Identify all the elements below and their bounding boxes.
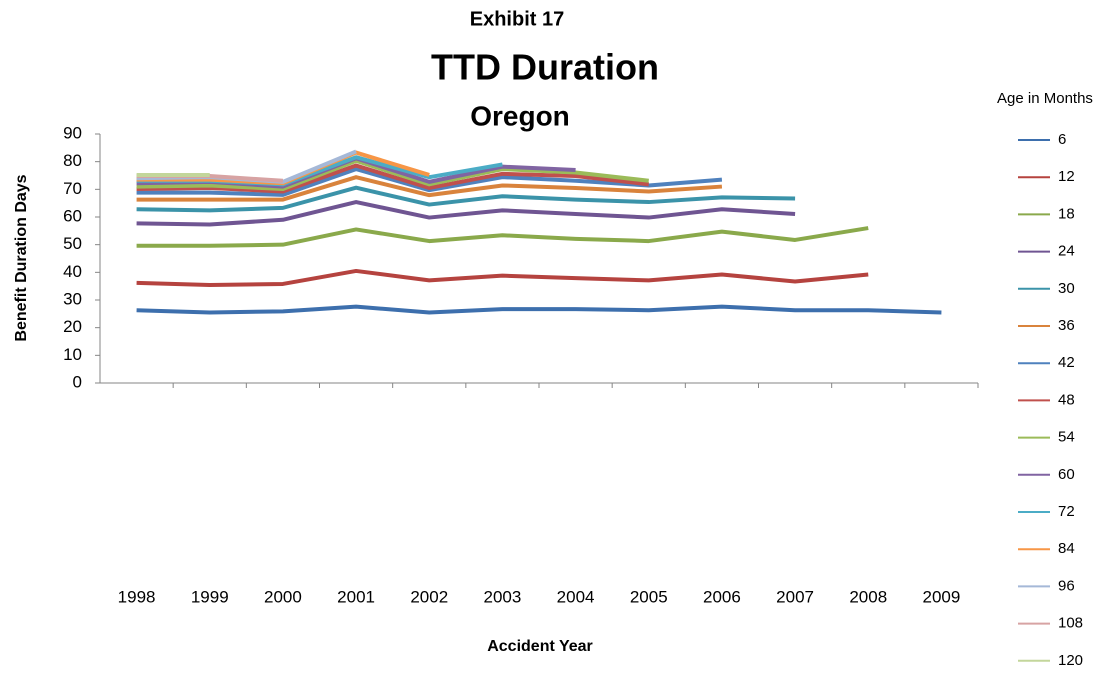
x-tick-label: 2000 (264, 587, 302, 606)
chart-subtitle: TTD Duration (431, 47, 659, 88)
x-tick-label: 2005 (630, 587, 668, 606)
legend: 6 12 18 24 30 36 42 48 54 60 72 84 96 108 120 (1018, 131, 1083, 669)
y-tick-label: 20 (63, 317, 82, 336)
legend-label: 84 (1058, 540, 1075, 557)
data-line (136, 163, 649, 194)
legend-label: 48 (1058, 391, 1075, 408)
x-tick-label: 2008 (849, 587, 887, 606)
x-tick-label: 2006 (703, 587, 741, 606)
data-line (136, 185, 796, 213)
legend-label: 60 (1058, 466, 1075, 483)
legend-label: 54 (1058, 429, 1075, 446)
data-line (136, 167, 723, 197)
legend-label: 6 (1058, 131, 1066, 148)
data-line (136, 158, 649, 192)
y-axis-title: Benefit Duration Days (13, 174, 30, 341)
x-tick-label: 2001 (337, 587, 375, 606)
x-tick-label: 2009 (923, 587, 961, 606)
x-tick-label: 2002 (410, 587, 448, 606)
data-line (136, 175, 723, 202)
chart-region: Oregon (470, 100, 570, 131)
y-tick-label: 60 (63, 206, 82, 225)
chart-title: Exhibit 17 (470, 8, 564, 30)
y-tick-label: 70 (63, 179, 82, 198)
data-line (136, 268, 869, 288)
data-line (136, 226, 869, 248)
legend-label: 12 (1058, 168, 1075, 185)
y-tick-label: 90 (63, 123, 82, 142)
x-tick-label: 2004 (557, 587, 595, 606)
y-tick-label: 10 (63, 345, 82, 364)
data-line (136, 304, 942, 315)
legend-title: Age in Months (997, 90, 1093, 107)
x-tick-label: 1999 (191, 587, 229, 606)
legend-label: 18 (1058, 205, 1075, 222)
legend-label: 96 (1058, 577, 1075, 594)
legend-label: 36 (1058, 317, 1075, 334)
x-tick-label: 2007 (776, 587, 814, 606)
y-tick-label: 30 (63, 289, 82, 308)
legend-label: 30 (1058, 280, 1075, 297)
y-tick-label: 80 (63, 151, 82, 170)
x-tick-label: 2003 (484, 587, 522, 606)
x-tick-label: 1998 (118, 587, 156, 606)
legend-label: 24 (1058, 243, 1075, 260)
y-tick-label: 50 (63, 234, 82, 253)
data-line (136, 200, 796, 227)
x-axis-title: Accident Year (487, 638, 593, 655)
y-tick-label: 40 (63, 262, 82, 281)
legend-label: 120 (1058, 652, 1083, 669)
legend-label: 72 (1058, 503, 1075, 520)
legend-label: 42 (1058, 354, 1075, 371)
y-tick-label: 0 (73, 372, 82, 391)
legend-label: 108 (1058, 615, 1083, 632)
